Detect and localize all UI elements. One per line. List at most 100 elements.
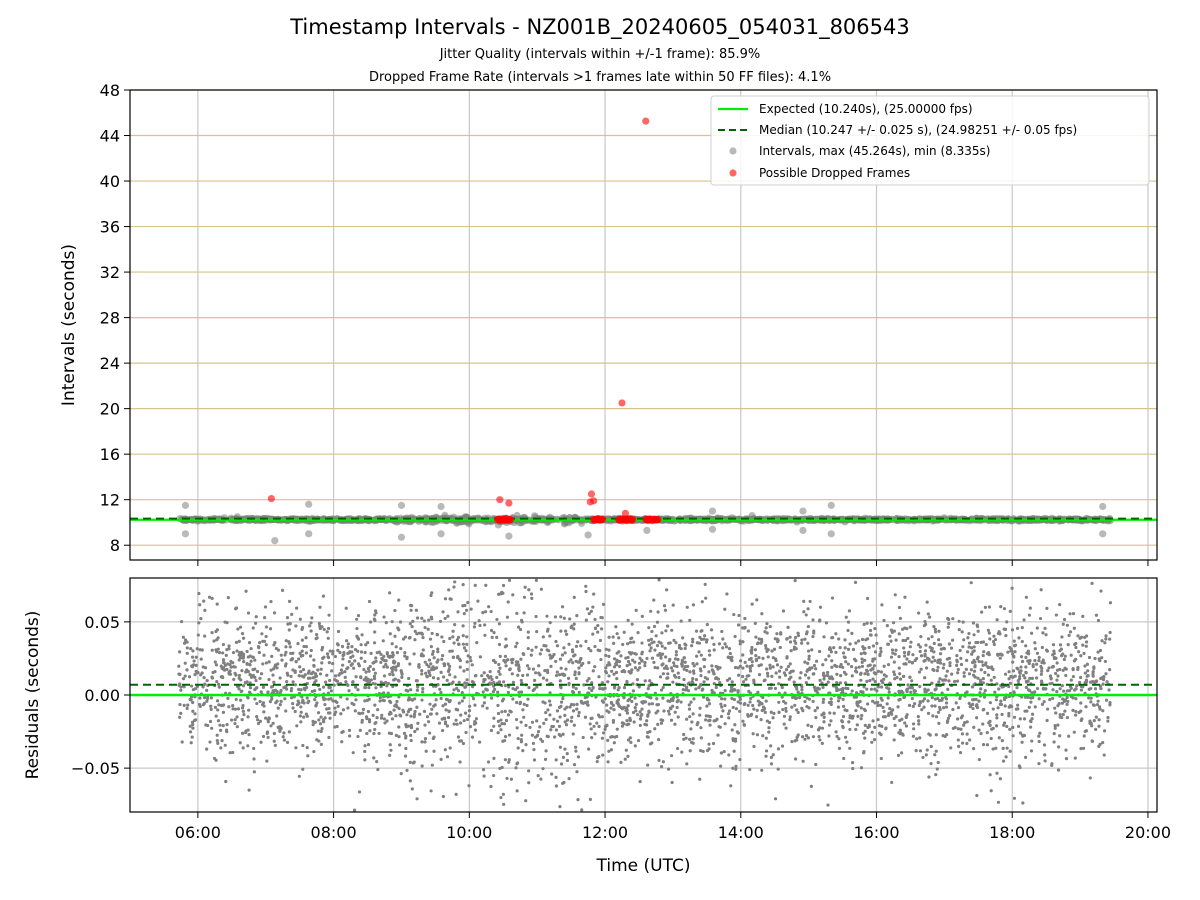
residual-point <box>467 714 471 718</box>
residual-point <box>209 704 213 708</box>
residual-point <box>363 749 367 754</box>
residual-point <box>1044 633 1048 637</box>
residual-point <box>986 673 990 677</box>
residual-point <box>311 670 315 674</box>
residual-point <box>938 661 943 665</box>
residual-point <box>836 699 841 703</box>
residual-point <box>806 624 810 629</box>
residual-point <box>996 800 1001 804</box>
residual-point <box>806 723 810 727</box>
residual-point <box>495 617 499 622</box>
residual-point <box>988 701 992 705</box>
residual-point <box>834 632 838 636</box>
residual-point <box>707 702 712 706</box>
residual-point <box>647 638 651 642</box>
residual-point <box>191 700 195 705</box>
residual-point <box>305 696 309 700</box>
residual-point <box>552 717 556 721</box>
residual-point <box>1020 733 1025 737</box>
residual-point <box>827 734 831 738</box>
residual-point <box>910 679 914 683</box>
residual-point <box>441 794 445 799</box>
residual-point <box>1018 671 1022 676</box>
residual-point <box>822 720 826 724</box>
residual-point <box>1058 734 1062 738</box>
residual-point <box>691 603 696 607</box>
residual-point <box>912 727 916 731</box>
residual-point <box>581 735 585 740</box>
residual-point <box>526 630 530 634</box>
residual-point <box>210 675 214 679</box>
residual-point <box>824 658 828 662</box>
residual-point <box>177 664 181 668</box>
residual-point <box>902 650 907 655</box>
residual-point <box>413 638 417 642</box>
residual-point <box>754 635 758 639</box>
residual-point <box>723 697 727 701</box>
residual-point <box>988 637 992 641</box>
residual-point <box>221 710 226 715</box>
residual-point <box>1054 656 1058 660</box>
residual-point <box>215 699 220 703</box>
residual-point <box>896 705 900 709</box>
residual-point <box>764 749 769 753</box>
residual-point <box>417 662 421 667</box>
residual-point <box>981 653 985 658</box>
residual-point <box>301 767 305 771</box>
residual-point <box>866 664 870 668</box>
residual-point <box>492 773 496 778</box>
residual-point <box>962 638 966 642</box>
residual-point <box>486 760 491 764</box>
residual-point <box>410 625 414 629</box>
residual-point <box>889 639 893 643</box>
residual-point <box>913 702 917 706</box>
residual-point <box>995 716 999 720</box>
residual-point <box>682 737 686 741</box>
residual-point <box>932 650 936 654</box>
residual-point <box>634 709 638 713</box>
residual-point <box>258 699 262 704</box>
residual-point <box>988 723 992 727</box>
residual-point <box>231 650 236 655</box>
residual-point <box>1047 564 1050 567</box>
residual-point <box>859 652 863 656</box>
interval-point <box>397 533 406 541</box>
residual-point <box>1033 658 1037 663</box>
residual-point <box>1079 701 1083 705</box>
residual-point <box>741 680 746 684</box>
residual-point <box>198 704 202 708</box>
residual-point <box>750 660 754 664</box>
residual-point <box>620 724 625 728</box>
residual-point <box>1101 709 1105 713</box>
residual-point <box>999 699 1003 703</box>
residual-point <box>724 645 729 649</box>
residual-point <box>699 726 703 730</box>
residual-point <box>811 672 815 676</box>
residual-point <box>1043 759 1047 763</box>
residual-point <box>302 701 306 705</box>
residual-point <box>1080 717 1084 721</box>
residual-point <box>939 643 943 647</box>
residual-point <box>384 680 388 685</box>
residual-point <box>504 637 508 641</box>
residual-point <box>1064 673 1068 678</box>
residual-point <box>764 736 768 740</box>
residual-point <box>249 646 253 651</box>
residual-point <box>448 699 452 704</box>
residual-point <box>364 676 368 680</box>
residual-point <box>358 728 362 732</box>
residual-point <box>844 615 848 619</box>
residual-point <box>775 663 780 667</box>
residual-point <box>947 622 951 626</box>
residual-point <box>1017 764 1021 768</box>
residual-point <box>346 642 350 646</box>
residual-point <box>1087 696 1091 700</box>
residual-point <box>673 710 677 714</box>
residual-point <box>767 730 771 734</box>
residual-point <box>951 617 955 621</box>
residual-point <box>874 633 878 637</box>
residual-point <box>1094 715 1098 719</box>
residual-point <box>692 697 696 701</box>
residual-point <box>1099 686 1103 691</box>
residual-point <box>767 726 771 730</box>
